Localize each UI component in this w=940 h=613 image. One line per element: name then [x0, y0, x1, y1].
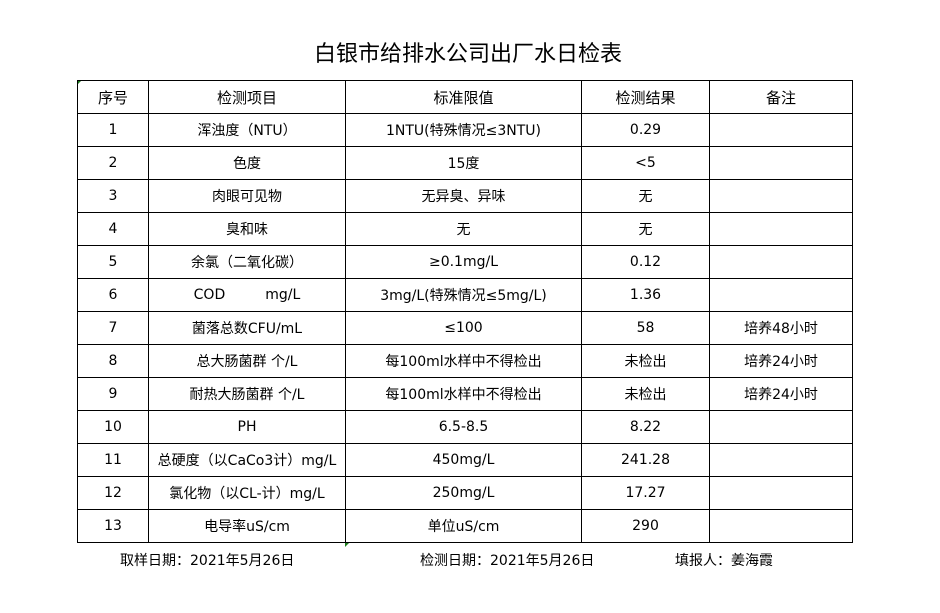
empty-cell — [709, 443, 853, 477]
header-cell: 标准限值 — [345, 80, 582, 114]
data-row: 13 电导率uS/cm 单位uS/cm 290 — [77, 509, 853, 543]
data-row: 12 氯化物（以CL-计）mg/L 250mg/L 17.27 — [77, 476, 853, 510]
empty-cell — [709, 476, 853, 510]
data-row: 2 色度 15度 <5 — [77, 146, 853, 180]
cell-item: 总硬度（以CaCo3计）mg/L — [148, 443, 346, 477]
empty-cell — [709, 509, 853, 543]
cell-note: 培养24小时 — [709, 377, 853, 411]
cell-standard: 单位uS/cm — [345, 509, 582, 543]
cell-no: 11 — [77, 443, 149, 477]
reporter: 填报人：姜海霞 — [675, 553, 773, 569]
cell-no: 9 — [77, 377, 149, 411]
cell-item: 浑浊度（NTU） — [148, 113, 346, 147]
cell-standard: 每100ml水样中不得检出 — [345, 344, 582, 378]
cell-note: 培养24小时 — [709, 344, 853, 378]
cell-standard: 3mg/L(特殊情况≤5mg/L) — [345, 278, 582, 312]
cell-no: 1 — [77, 113, 149, 147]
empty-cell — [709, 146, 853, 180]
cell-standard: 250mg/L — [345, 476, 582, 510]
data-row: 7 菌落总数CFU/mL ≤100 58 培养48小时 — [77, 311, 853, 345]
cell-item: 臭和味 — [148, 212, 346, 246]
cell-item: 余氯（二氧化碳） — [148, 245, 346, 279]
cell-item: 氯化物（以CL-计）mg/L — [148, 476, 346, 510]
cell-standard: 每100ml水样中不得检出 — [345, 377, 582, 411]
cell-no: 7 — [77, 311, 149, 345]
cell-standard: 无异臭、异味 — [345, 179, 582, 213]
cell-item: 肉眼可见物 — [148, 179, 346, 213]
header-cell: 检测项目 — [148, 80, 346, 114]
data-row: 1 浑浊度（NTU） 1NTU(特殊情况≤3NTU) 0.29 — [77, 113, 853, 147]
cell-result: 0.29 — [581, 113, 710, 147]
cell-result: 1.36 — [581, 278, 710, 312]
cell-item: 菌落总数CFU/mL — [148, 311, 346, 345]
cell-no: 5 — [77, 245, 149, 279]
cell-no: 10 — [77, 410, 149, 444]
cell-standard: 6.5-8.5 — [345, 410, 582, 444]
cell-result: 未检出 — [581, 377, 710, 411]
cell-no: 12 — [77, 476, 149, 510]
cell-result: 58 — [581, 311, 710, 345]
cell-no: 2 — [77, 146, 149, 180]
data-row: 6 COD mg/L 3mg/L(特殊情况≤5mg/L) 1.36 — [77, 278, 853, 312]
cell-standard: ≤100 — [345, 311, 582, 345]
inspection-table: 序号 检测项目 标准限值 检测结果 备注 1 浑浊度（NTU） 1NTU(特殊情况≤3NTU)… — [77, 80, 853, 543]
cell-result: 未检出 — [581, 344, 710, 378]
data-row: 4 臭和味无无 — [77, 212, 853, 246]
cell-item: 总大肠菌群 个/L — [148, 344, 346, 378]
cell-item: 色度 — [148, 146, 346, 180]
cell-no: 3 — [77, 179, 149, 213]
cell-standard: 1NTU(特殊情况≤3NTU) — [345, 113, 582, 147]
data-row: 8 总大肠菌群 个/L 每100ml水样中不得检出 未检出 培养24小时 — [77, 344, 853, 378]
cell-result: 0.12 — [581, 245, 710, 279]
empty-cell — [709, 212, 853, 246]
empty-cell — [709, 410, 853, 444]
cell-item: COD mg/L — [148, 278, 346, 312]
cell-no: 13 — [77, 509, 149, 543]
sampling-date: 取样日期：2021年5月26日 — [120, 553, 295, 569]
empty-cell — [709, 179, 853, 213]
cell-item: PH — [148, 410, 346, 444]
cell-no: 6 — [77, 278, 149, 312]
corner-mark — [345, 542, 350, 547]
data-row: 5 余氯（二氧化碳） ≥0.1mg/L 0.12 — [77, 245, 853, 279]
cell-result: 290 — [581, 509, 710, 543]
empty-cell — [709, 113, 853, 147]
cell-standard: 450mg/L — [345, 443, 582, 477]
header-cell: 检测结果 — [581, 80, 710, 114]
test-date: 检测日期：2021年5月26日 — [420, 553, 595, 569]
cell-no: 8 — [77, 344, 149, 378]
cell-item: 耐热大肠菌群 个/L — [148, 377, 346, 411]
cell-standard: 15度 — [345, 146, 582, 180]
cell-standard: 无 — [345, 212, 582, 246]
header-cell: 备注 — [709, 80, 853, 114]
data-row: 10 PH 6.5-8.5 8.22 — [77, 410, 853, 444]
data-row: 11 总硬度（以CaCo3计）mg/L 450mg/L 241.28 — [77, 443, 853, 477]
header-cell: 序号 — [77, 80, 149, 114]
cell-note: 培养48小时 — [709, 311, 853, 345]
empty-cell — [709, 278, 853, 312]
empty-cell — [709, 245, 853, 279]
cell-result: 无 — [581, 212, 710, 246]
header-row: 序号 检测项目 标准限值 检测结果 备注 — [77, 80, 853, 114]
cell-standard: ≥0.1mg/L — [345, 245, 582, 279]
cell-result: 无 — [581, 179, 710, 213]
cell-item: 电导率uS/cm — [148, 509, 346, 543]
cell-result: <5 — [581, 146, 710, 180]
cell-result: 8.22 — [581, 410, 710, 444]
cell-no: 4 — [77, 212, 149, 246]
data-row: 3 肉眼可见物 无异臭、异味无 — [77, 179, 853, 213]
cell-result: 17.27 — [581, 476, 710, 510]
cell-result: 241.28 — [581, 443, 710, 477]
data-row: 9 耐热大肠菌群 个/L 每100ml水样中不得检出 未检出 培养24小时 — [77, 377, 853, 411]
title: 白银市给排水公司出厂水日检表 — [313, 42, 622, 67]
